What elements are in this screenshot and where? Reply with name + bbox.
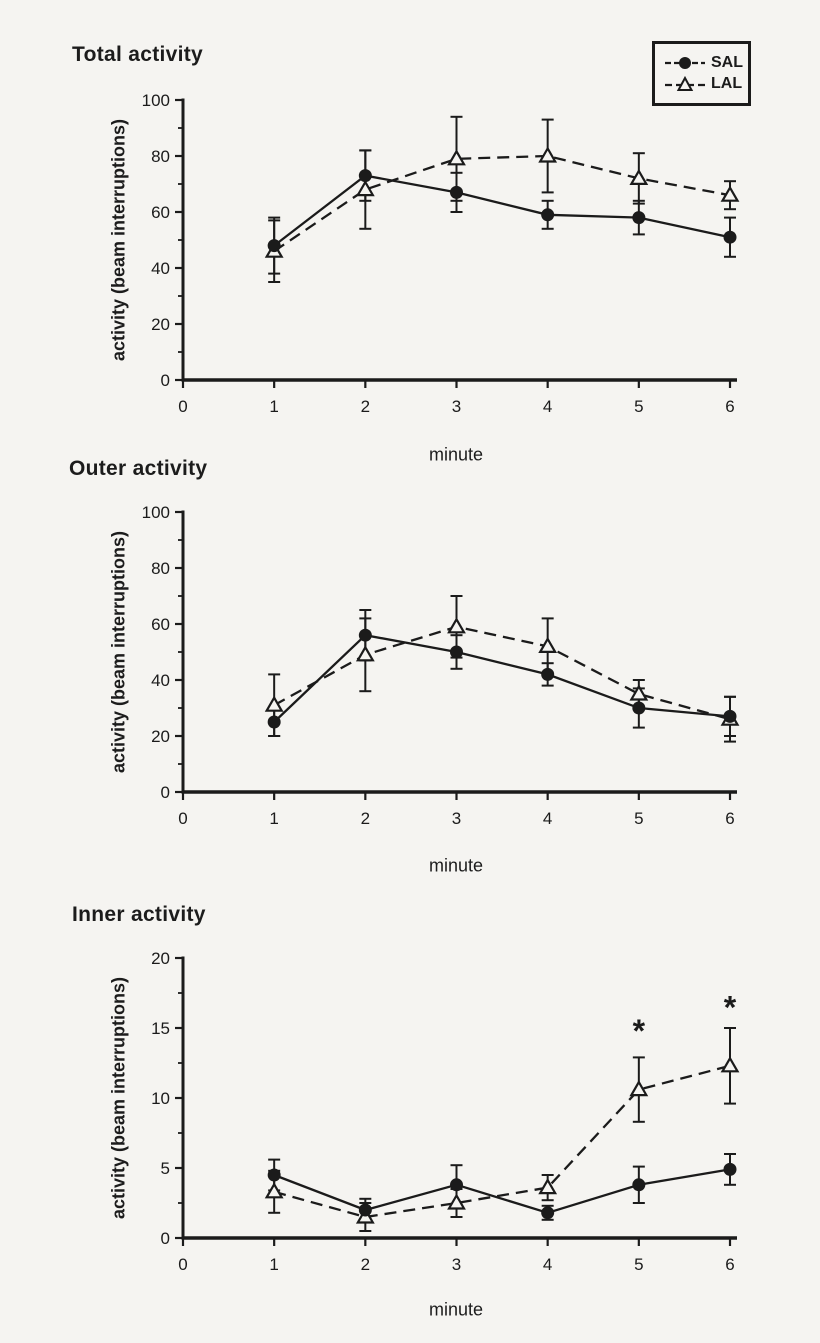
- svg-text:20: 20: [151, 949, 170, 968]
- sal-line-marker-icon: [665, 57, 705, 69]
- svg-text:60: 60: [151, 203, 170, 222]
- svg-text:40: 40: [151, 259, 170, 278]
- svg-text:0: 0: [178, 1255, 187, 1274]
- svg-text:0: 0: [178, 397, 187, 416]
- legend-label-lal: LAL: [711, 75, 743, 92]
- svg-text:40: 40: [151, 671, 170, 690]
- svg-text:80: 80: [151, 147, 170, 166]
- svg-text:4: 4: [543, 809, 552, 828]
- svg-text:15: 15: [151, 1019, 170, 1038]
- legend: SAL LAL: [652, 41, 751, 106]
- svg-text:2: 2: [361, 1255, 370, 1274]
- outer-activity-plot: 0 20 40 60 80 100 0 1 2 3 4 5 6: [142, 503, 740, 828]
- svg-text:5: 5: [161, 1159, 170, 1178]
- svg-text:5: 5: [634, 809, 643, 828]
- x-axis-label-inner: minute: [428, 1299, 484, 1320]
- lal-line-marker-icon: [665, 76, 705, 91]
- svg-text:*: *: [724, 989, 737, 1025]
- svg-text:60: 60: [151, 615, 170, 634]
- svg-text:20: 20: [151, 315, 170, 334]
- svg-text:5: 5: [634, 1255, 643, 1274]
- legend-item-sal: SAL: [664, 54, 748, 72]
- svg-text:*: *: [633, 1013, 646, 1049]
- svg-text:0: 0: [161, 371, 170, 390]
- svg-text:1: 1: [269, 809, 278, 828]
- svg-text:6: 6: [725, 397, 734, 416]
- legend-item-lal: LAL: [664, 75, 748, 93]
- svg-text:0: 0: [161, 1229, 170, 1248]
- svg-text:1: 1: [269, 397, 278, 416]
- y-axis-label-inner: activity (beam interruptions): [108, 976, 129, 1220]
- svg-text:2: 2: [361, 397, 370, 416]
- y-axis-label-total: activity (beam interruptions): [108, 118, 129, 362]
- svg-text:2: 2: [361, 809, 370, 828]
- svg-text:100: 100: [142, 503, 170, 522]
- svg-text:10: 10: [151, 1089, 170, 1108]
- chart-title-outer-activity: Outer activity: [69, 457, 208, 480]
- svg-text:4: 4: [543, 397, 552, 416]
- svg-text:0: 0: [178, 809, 187, 828]
- svg-text:80: 80: [151, 559, 170, 578]
- y-axis-label-outer: activity (beam interruptions): [108, 530, 129, 774]
- chart-title-total-activity: Total activity: [72, 43, 204, 66]
- svg-text:3: 3: [452, 809, 461, 828]
- svg-text:6: 6: [725, 1255, 734, 1274]
- total-activity-plot: 0 20 40 60 80 100 0 1 2 3 4 5 6: [142, 91, 740, 416]
- svg-text:100: 100: [142, 91, 170, 110]
- chart-title-inner-activity: Inner activity: [72, 903, 206, 926]
- svg-text:5: 5: [634, 397, 643, 416]
- inner-activity-plot: 0 5 10 15 20 0 1 2 3 4 5 6 * *: [151, 949, 740, 1274]
- svg-text:0: 0: [161, 783, 170, 802]
- svg-text:3: 3: [452, 1255, 461, 1274]
- x-axis-label-outer: minute: [428, 855, 484, 876]
- x-axis-label-total: minute: [428, 444, 484, 465]
- svg-text:1: 1: [269, 1255, 278, 1274]
- legend-label-sal: SAL: [711, 54, 743, 71]
- svg-text:20: 20: [151, 727, 170, 746]
- svg-text:3: 3: [452, 397, 461, 416]
- svg-text:6: 6: [725, 809, 734, 828]
- svg-text:4: 4: [543, 1255, 552, 1274]
